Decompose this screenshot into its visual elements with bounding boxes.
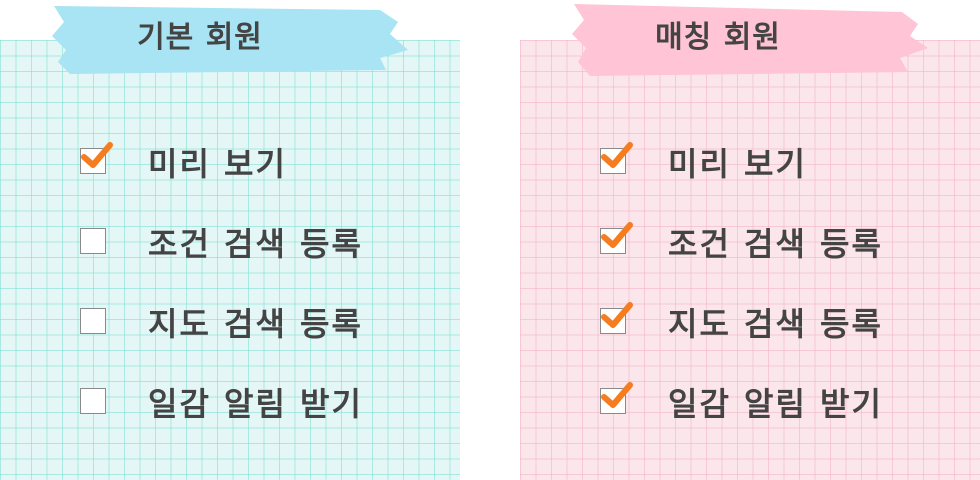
- basic-member-tape: 기본 회원: [50, 0, 410, 80]
- feature-label: 일감 알림 받기: [668, 385, 883, 423]
- feature-checkbox: [80, 228, 106, 254]
- feature-label: 지도 검색 등록: [148, 305, 363, 343]
- basic-member-title: 기본 회원: [137, 20, 263, 55]
- check-icon: [601, 142, 633, 168]
- feature-label: 조건 검색 등록: [668, 225, 883, 263]
- basic-member-panel: [0, 40, 460, 480]
- feature-label: 미리 보기: [668, 145, 807, 183]
- matching-member-tape: 매칭 회원: [568, 0, 928, 80]
- feature-checkbox: [80, 388, 106, 414]
- tape-shape: [52, 6, 408, 74]
- feature-label: 미리 보기: [148, 145, 287, 183]
- tape-shape: [572, 4, 928, 76]
- check-icon: [601, 382, 633, 408]
- feature-label: 지도 검색 등록: [668, 305, 883, 343]
- feature-checkbox: [80, 308, 106, 334]
- matching-member-title: 매칭 회원: [655, 20, 781, 55]
- feature-label: 일감 알림 받기: [148, 385, 363, 423]
- check-icon: [81, 142, 113, 168]
- check-icon: [601, 302, 633, 328]
- matching-member-panel: [520, 40, 980, 480]
- check-icon: [601, 222, 633, 248]
- feature-label: 조건 검색 등록: [148, 225, 363, 263]
